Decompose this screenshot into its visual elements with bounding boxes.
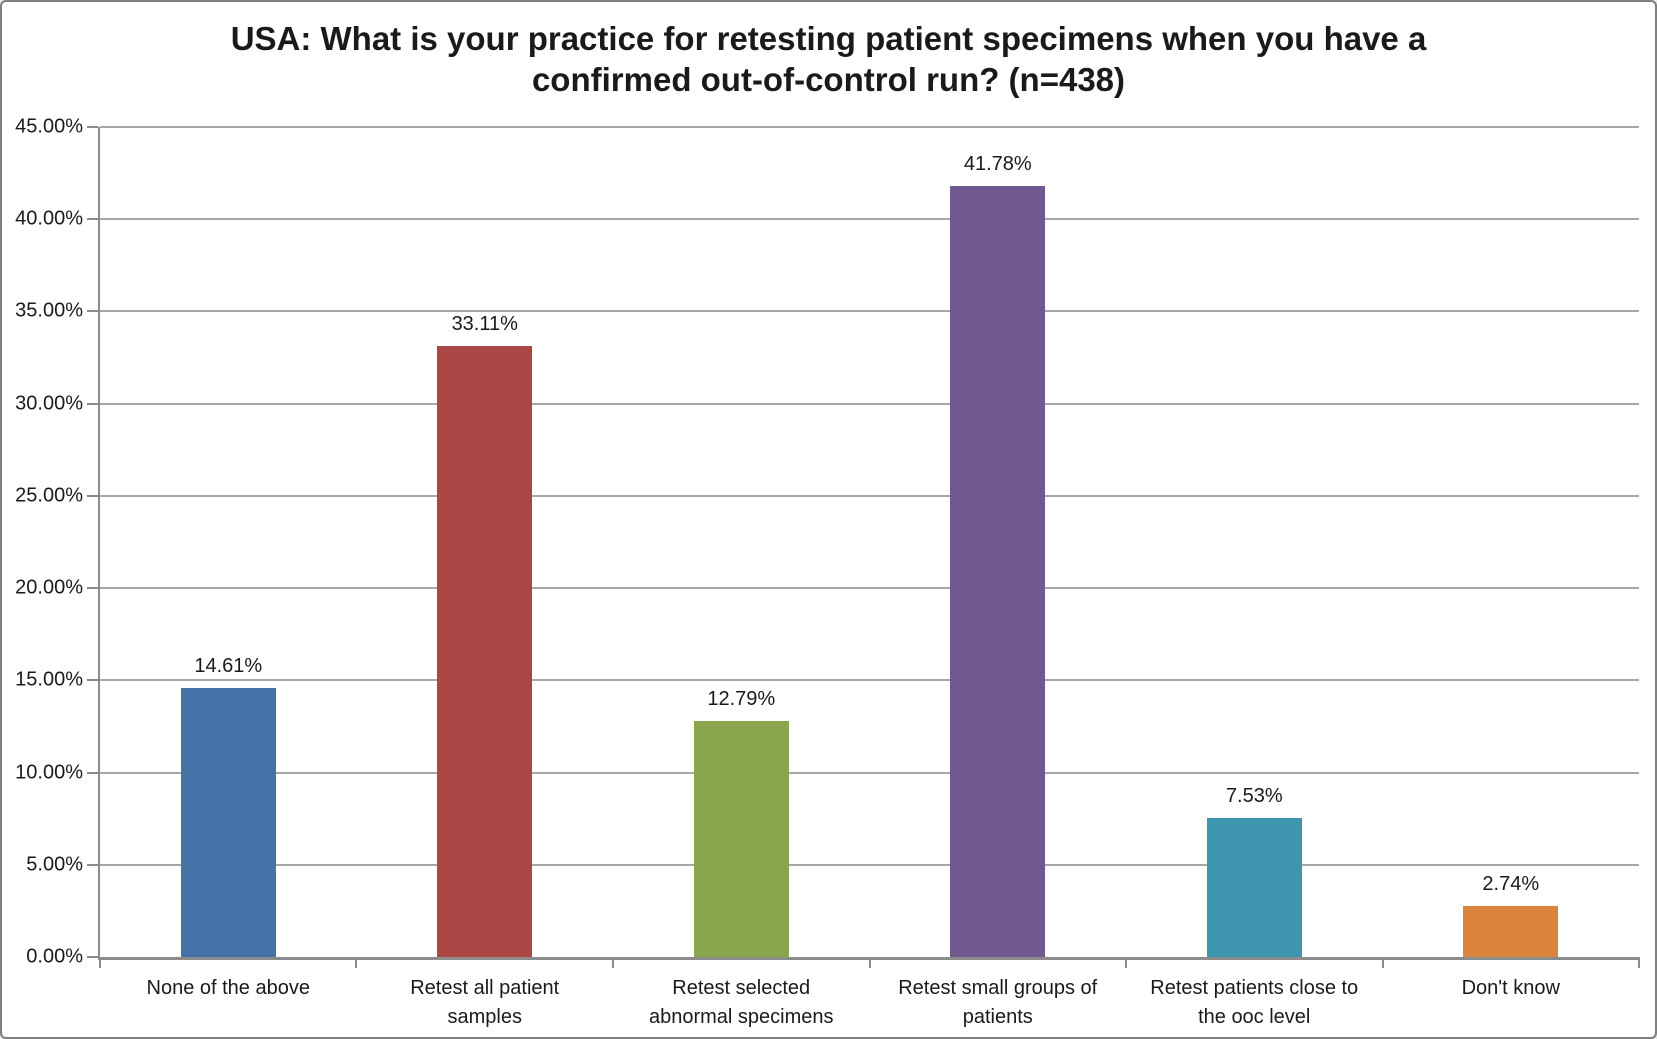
y-axis-tick [87,310,98,313]
x-axis-tick [1124,957,1127,968]
bar-2 [437,346,533,957]
y-axis-label: 0.00% [26,945,83,968]
category-slot: 14.61% None of the above [100,127,357,999]
gridline [100,679,1639,682]
x-axis-tick [1381,957,1384,968]
bar-1 [180,687,276,957]
bar-value-label: 33.11% [451,313,518,336]
y-axis-label: 40.00% [15,207,83,230]
bar-value-label: 41.78% [963,153,1032,176]
y-axis-label: 15.00% [15,668,83,691]
category-label: Retest selected abnormal specimens [648,977,834,1028]
category-label: Don't know [1461,977,1560,999]
category-slot: 12.79% Retest selected abnormal specimens [613,127,870,1028]
bar-value-label: 12.79% [707,688,776,711]
y-axis-tick [87,679,98,682]
y-axis-tick [87,956,98,958]
chart-title: USA: What is your practice for retesting… [230,20,1427,99]
bar-3 [693,721,789,957]
category-label: Retest all patient samples [410,977,560,1028]
bars-container: 14.61% None of the above 33.11% Retest all … [100,127,1640,1028]
x-axis-tick [868,957,871,968]
x-axis-tick [611,957,614,968]
category-label: Retest patients close to the ooc level [1150,977,1359,1028]
gridline [100,126,1639,128]
category-slot: 7.53% Retest patients close to the ooc le… [1126,127,1383,1028]
y-axis-label: 25.00% [15,484,83,507]
bar-value-label: 14.61% [194,654,263,677]
gridline [100,771,1639,774]
y-axis-tick [87,494,98,497]
y-axis-label: 5.00% [26,853,83,876]
category-slot: 33.11% Retest all patient samples [357,127,614,1028]
y-axis-label: 20.00% [15,576,83,599]
plot-area: 0.00% 5.00% 10.00% 15.00% 20.00% 25.00% 30.00%… [15,116,1640,1028]
category-slot: 2.74% Don't know [1383,127,1640,999]
category-label: Retest small groups of patients [898,977,1098,1028]
x-axis-tick [355,957,358,968]
y-axis-label: 10.00% [15,761,83,784]
gridline [100,587,1639,590]
gridline [100,863,1639,866]
bar-value-label: 7.53% [1225,785,1283,808]
bar-value-label: 2.74% [1482,873,1540,896]
y-axis-tick [87,587,98,590]
y-axis-tick [87,402,98,405]
x-axis-tick [1638,957,1640,968]
category-label: None of the above [146,977,310,999]
y-axis-label: 45.00% [15,115,83,138]
x-axis-tick [99,957,101,968]
gridline [100,218,1639,221]
category-slot: 41.78% Retest small groups of patients [870,127,1127,1028]
bar-4 [950,186,1046,957]
y-axis-label: 35.00% [15,299,83,322]
y-axis-tick [87,863,98,866]
bar-5 [1206,818,1302,957]
y-axis-tick [87,771,98,774]
bar-6 [1463,906,1559,957]
y-axis-tick [87,218,98,221]
gridline [100,402,1639,405]
gridline [100,494,1639,497]
y-axis-label: 30.00% [15,392,83,415]
y-axis-tick [87,126,98,128]
gridline [100,310,1639,313]
